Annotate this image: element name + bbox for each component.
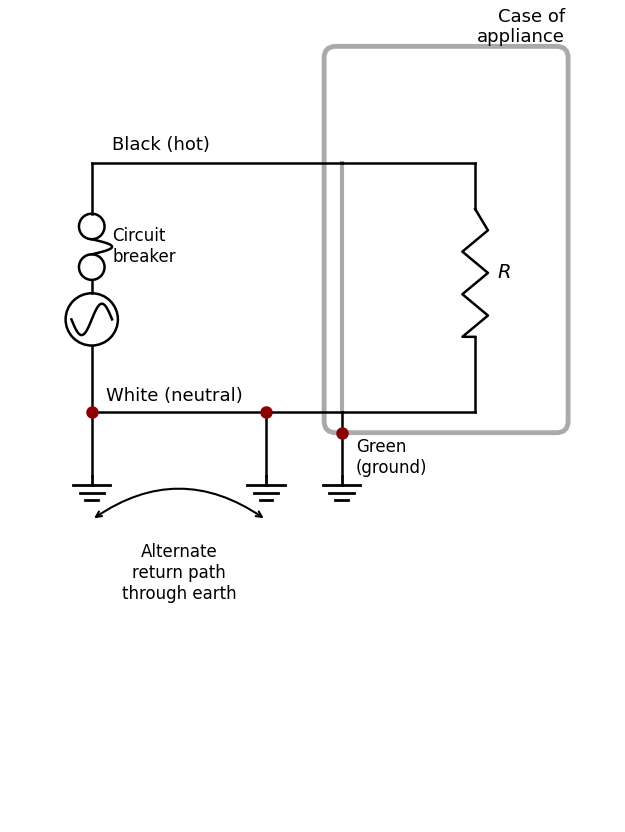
Text: Green
(ground): Green (ground) <box>356 438 428 478</box>
Text: R: R <box>498 264 511 282</box>
Text: Case of
appliance: Case of appliance <box>478 7 565 47</box>
Text: Black (hot): Black (hot) <box>112 136 210 154</box>
Text: White (neutral): White (neutral) <box>106 388 243 405</box>
Text: Alternate
return path
through earth: Alternate return path through earth <box>122 543 236 602</box>
Text: Circuit
breaker: Circuit breaker <box>112 227 176 266</box>
